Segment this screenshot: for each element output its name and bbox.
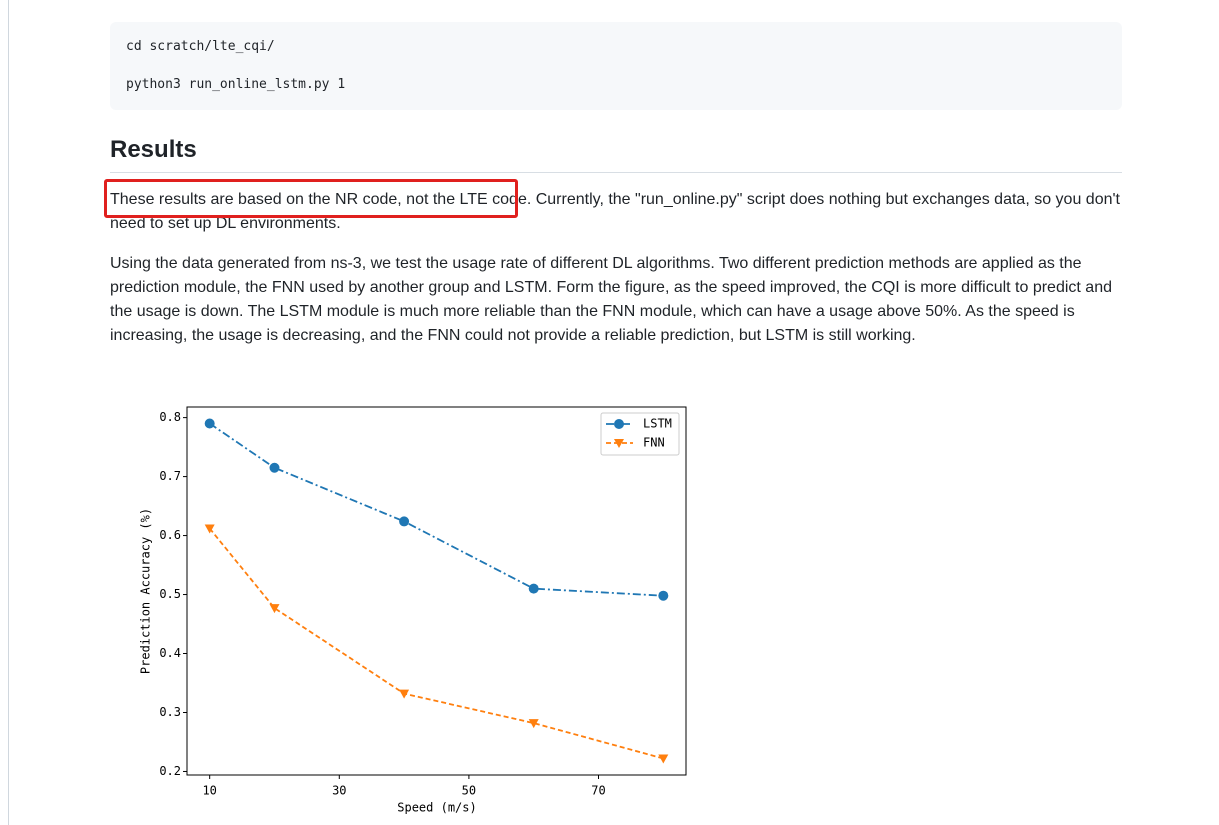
code-line: cd scratch/lte_cqi/ [126, 39, 275, 54]
y-tick-label: 0.2 [159, 764, 181, 778]
legend-marker [614, 419, 624, 429]
plot-frame [186, 406, 687, 776]
highlight-box [104, 179, 518, 218]
legend-label: FNN [643, 436, 665, 450]
data-point [528, 719, 539, 729]
data-point [399, 516, 410, 527]
code-line: python3 run_online_lstm.py 1 [126, 77, 346, 92]
paragraph: Using the data generated from ns-3, we t… [110, 255, 1112, 344]
x-tick-label: 50 [462, 784, 476, 798]
data-point [204, 418, 215, 429]
y-axis-label: Prediction Accuracy (%) [139, 508, 153, 674]
data-point [399, 689, 410, 699]
heading: Results [110, 136, 1122, 173]
x-tick-label: 70 [591, 784, 605, 798]
paragraph: These results are based on the NR code, … [110, 191, 1120, 232]
x-tick-label: 10 [202, 784, 216, 798]
series-line [208, 527, 664, 760]
data-point [269, 604, 280, 614]
legend-label: LSTM [643, 417, 672, 431]
data-point [269, 462, 280, 473]
y-tick-label: 0.6 [159, 528, 181, 542]
y-tick-label: 0.7 [159, 469, 181, 483]
border [8, 0, 9, 825]
x-tick-label: 30 [332, 784, 346, 798]
legend-marker [614, 439, 624, 448]
data-point [528, 583, 539, 594]
code-block: cd scratch/lte_cqi/ python3 run_online_l… [110, 22, 1122, 110]
data-point [658, 754, 669, 764]
x-axis-label: Speed (m/s) [397, 801, 476, 815]
series-line [209, 422, 664, 597]
data-point [658, 590, 669, 601]
y-tick-label: 0.5 [159, 587, 181, 601]
chart: Speed (m/s) Prediction Accuracy (%) 0.2 0… [139, 406, 687, 815]
y-tick-label: 0.4 [159, 646, 181, 660]
y-tick-label: 0.3 [159, 705, 181, 719]
y-tick-label: 0.8 [159, 410, 181, 424]
data-point [204, 524, 215, 534]
